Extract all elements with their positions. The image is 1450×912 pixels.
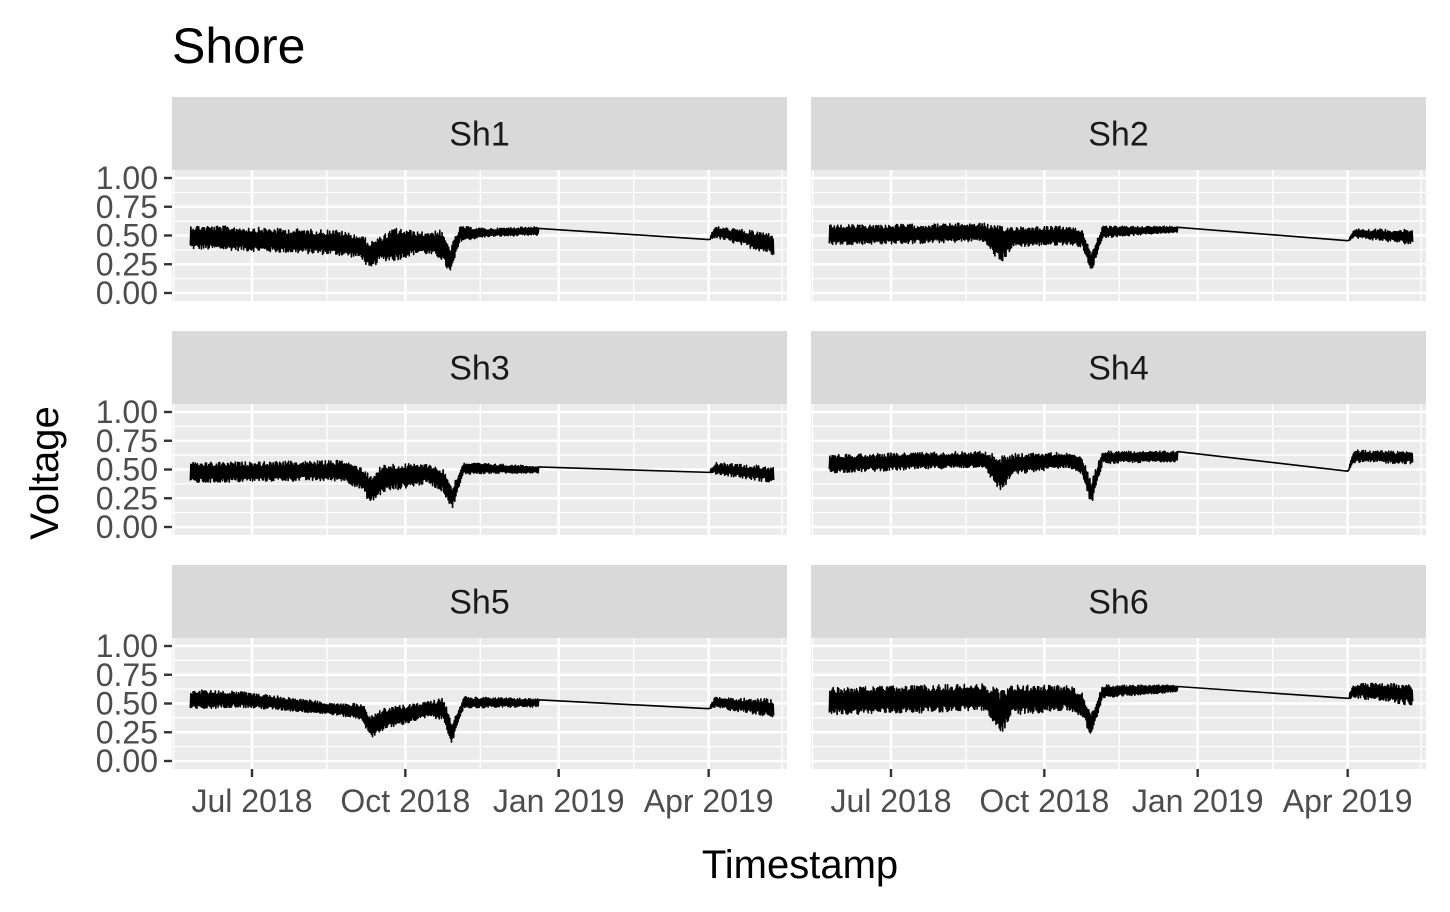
voltage-line-sh2 [828,222,1414,269]
facet-strip [811,331,1426,404]
facet-strip [172,97,787,170]
facet-strip-label: Sh5 [449,584,510,622]
y-tick-label: 0.00 [96,275,158,311]
facet-strip-label: Sh6 [1088,584,1149,622]
voltage-line-sh5 [189,689,775,743]
voltage-line-sh6 [828,682,1414,734]
y-tick-label: 0.75 [96,189,158,225]
facet-strip-label: Sh2 [1088,116,1149,154]
facet-sh4: Sh4 [811,331,1426,535]
x-tick-label: Apr 2019 [1283,783,1413,819]
facet-sh2: Sh2 [811,97,1426,301]
x-axis-title: Timestamp [702,843,898,887]
y-tick-label: 1.00 [96,394,158,430]
y-tick-label: 0.50 [96,218,158,254]
facet-strip [172,331,787,404]
facet-strip [811,565,1426,638]
facet-strip [811,97,1426,170]
x-tick-label: Jan 2019 [493,783,625,819]
y-tick-label: 1.00 [96,160,158,196]
chart-title: Shore [172,18,305,74]
y-tick-label: 0.25 [96,714,158,750]
facet-strip-label: Sh1 [449,116,510,154]
y-tick-label: 0.50 [96,686,158,722]
y-tick-label: 0.00 [96,743,158,779]
voltage-line-sh3 [189,459,775,509]
facet-strip-label: Sh4 [1088,350,1149,388]
y-axis-title: Voltage [23,406,67,539]
y-tick-label: 1.00 [96,628,158,664]
y-tick-label: 0.00 [96,509,158,545]
facet-sh3: Sh3 0.000.250.500.751.00 [96,331,787,545]
facet-strip-label: Sh3 [449,350,510,388]
facet-strip [172,565,787,638]
facet-sh6: Sh6 Jul 2018 Oct 2018 Jan 2019 Apr 2019 [811,565,1426,819]
y-tick-label: 0.25 [96,246,158,282]
facet-sh5: Sh5 0.000.250.500.751.00 Jul 2018 Oct 2018 J… [96,565,787,819]
x-tick-label: Jul 2018 [831,783,952,819]
x-tick-label: Apr 2019 [644,783,774,819]
facet-sh1: Sh1 0.000.250.500.751.00 [96,97,787,311]
voltage-line-sh1 [189,225,775,271]
y-tick-label: 0.50 [96,452,158,488]
y-tick-label: 0.25 [96,480,158,516]
y-tick-label: 0.75 [96,657,158,693]
x-tick-label: Oct 2018 [979,783,1109,819]
x-tick-label: Jul 2018 [192,783,313,819]
x-tick-label: Oct 2018 [340,783,470,819]
facet-grid: Sh10.000.250.500.751.00Sh2Sh30.000.250.5… [96,97,1426,819]
y-tick-label: 0.75 [96,423,158,459]
voltage-line-sh4 [828,449,1414,501]
x-tick-label: Jan 2019 [1132,783,1264,819]
